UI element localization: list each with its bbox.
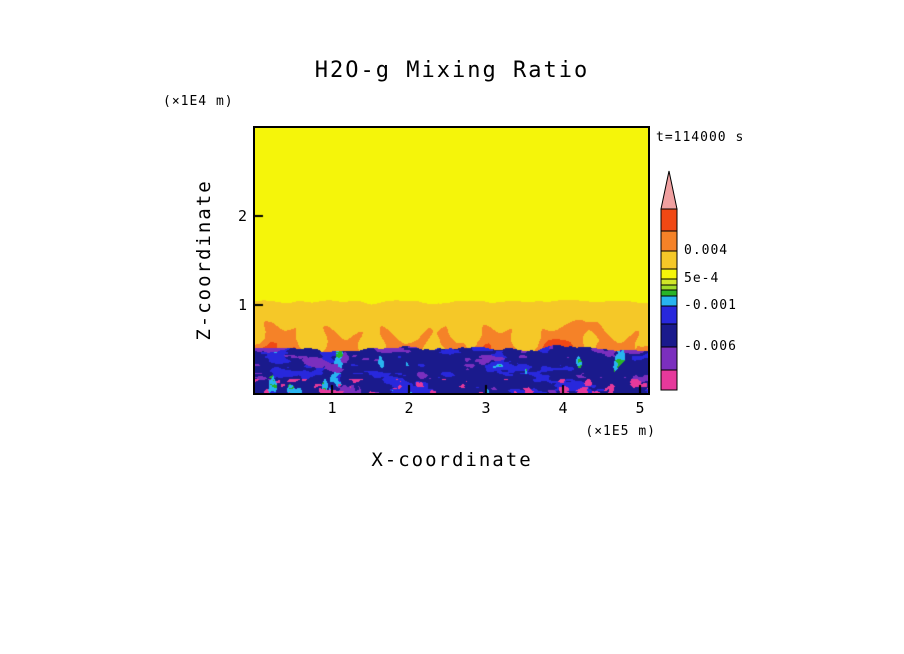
time-label: t=114000 s <box>656 130 745 145</box>
colorbar-segment <box>660 230 678 252</box>
colorbar-segment <box>660 268 678 280</box>
colorbar-segment <box>660 305 678 325</box>
chart-title: H2O-g Mixing Ratio <box>314 58 590 83</box>
colorbar-segment <box>660 289 678 297</box>
x-tick-label-2: 2 <box>404 399 414 417</box>
colorbar-segment <box>660 208 678 232</box>
x-tick-label-1: 1 <box>327 399 337 417</box>
colorbar-arrow-top <box>660 170 678 210</box>
x-tick-label-5: 5 <box>635 399 645 417</box>
x-tick-label-4: 4 <box>558 399 568 417</box>
colorbar-segment <box>660 369 678 391</box>
colorbar-segment <box>660 295 678 307</box>
colorbar-segment <box>660 346 678 371</box>
colorbar-segment <box>660 323 678 348</box>
z-tick-label-1: 1 <box>237 296 247 314</box>
x-tick-label-3: 3 <box>481 399 491 417</box>
heatmap-canvas <box>255 128 648 393</box>
colorbar-segment <box>660 278 678 286</box>
colorbar-label: 5e-4 <box>684 271 720 286</box>
z-tick-label-2: 2 <box>237 207 247 225</box>
colorbar-label: 0.004 <box>684 243 729 258</box>
colorbar-label: -0.001 <box>684 298 737 313</box>
z-axis-title: Z-coordinate <box>193 179 215 341</box>
plot-frame <box>253 126 650 395</box>
x-axis-title: X-coordinate <box>371 449 533 471</box>
colorbar-label: -0.006 <box>684 339 737 354</box>
x-axis-unit-label: (×1E5 m) <box>585 424 656 439</box>
colorbar-segment <box>660 284 678 291</box>
z-axis-unit-label: (×1E4 m) <box>163 94 234 109</box>
colorbar-segment <box>660 250 678 270</box>
